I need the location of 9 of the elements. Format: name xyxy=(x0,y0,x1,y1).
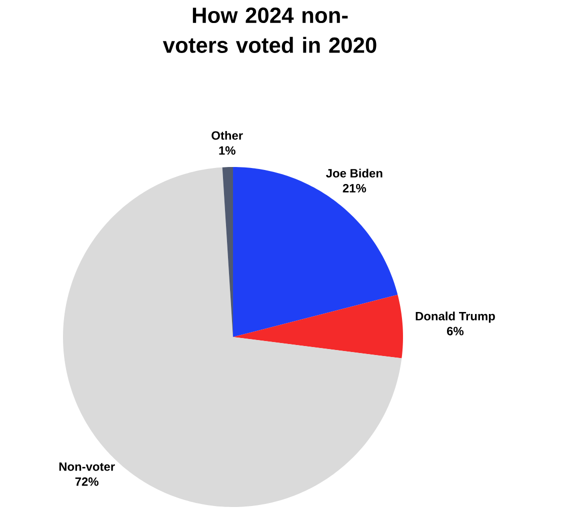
slice-label: Donald Trump xyxy=(416,312,495,323)
slice-label: Non-voter xyxy=(59,462,115,471)
data-label: 72% xyxy=(75,477,98,486)
data-label: 21% xyxy=(342,184,366,192)
slice-label: Other xyxy=(212,131,243,140)
slice-label: Joe Biden xyxy=(326,168,382,178)
data-label: 6% xyxy=(447,326,464,336)
data-label: 1% xyxy=(219,146,236,155)
chart-title: How 2024 non-voters voted in 2020 xyxy=(162,8,376,53)
